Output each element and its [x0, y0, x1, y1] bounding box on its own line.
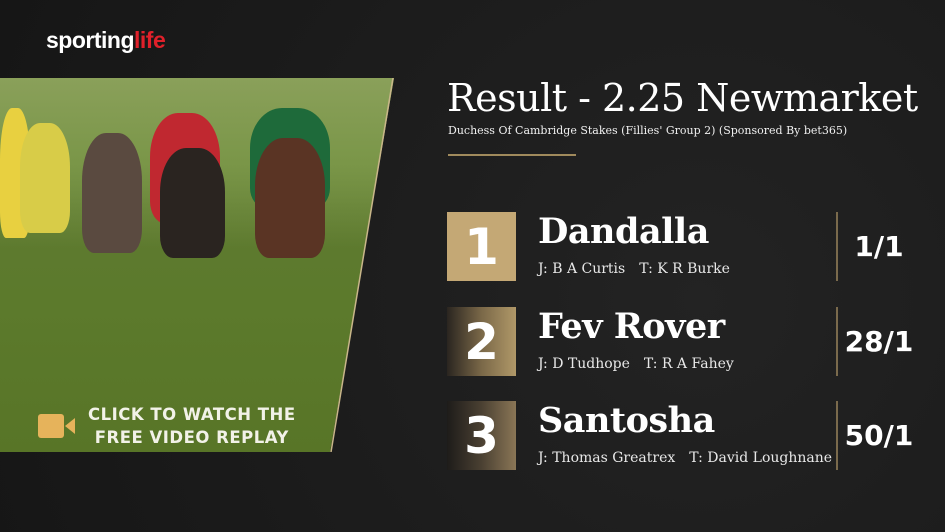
horse-figure	[160, 148, 225, 258]
trainer: T: David Loughnane	[689, 450, 833, 466]
odds: 1/1	[854, 230, 904, 263]
video-replay-thumbnail[interactable]: CLICK TO WATCH THE FREE VIDEO REPLAY	[0, 78, 394, 452]
race-subtitle: Duchess Of Cambridge Stakes (Fillies' Gr…	[448, 124, 848, 137]
divider	[836, 401, 838, 470]
odds: 50/1	[844, 419, 914, 452]
divider	[836, 212, 838, 281]
result-row: 1 Dandalla J: B A Curtis T: K R Burke 1/1	[447, 211, 917, 282]
position-badge: 3	[447, 401, 516, 470]
watch-replay-button[interactable]: CLICK TO WATCH THE FREE VIDEO REPLAY	[38, 403, 296, 449]
horse-name: Santosha	[538, 400, 715, 441]
sportinglife-logo[interactable]: sportinglife	[46, 27, 166, 53]
horse-name: Dandalla	[538, 211, 709, 252]
trainer: T: K R Burke	[639, 261, 730, 277]
jockey: J: B A Curtis	[538, 261, 626, 277]
horse-name: Fev Rover	[538, 306, 725, 347]
position-badge: 1	[447, 212, 516, 281]
result-row: 2 Fev Rover J: D Tudhope T: R A Fahey 28/…	[447, 306, 917, 377]
jockey: J: Thomas Greatrex	[538, 450, 676, 466]
video-camera-icon	[38, 414, 76, 438]
position-badge: 2	[447, 307, 516, 376]
horse-figure	[255, 138, 325, 258]
result-row: 3 Santosha J: Thomas Greatrex T: David Lo…	[447, 400, 917, 471]
odds: 28/1	[844, 325, 914, 358]
trainer: T: R A Fahey	[643, 356, 734, 372]
jockey-figure	[20, 123, 70, 233]
jockey: J: D Tudhope	[538, 356, 630, 372]
divider	[448, 154, 576, 156]
divider	[836, 307, 838, 376]
horse-figure	[82, 133, 142, 253]
page-title: Result - 2.25 Newmarket	[447, 76, 918, 120]
